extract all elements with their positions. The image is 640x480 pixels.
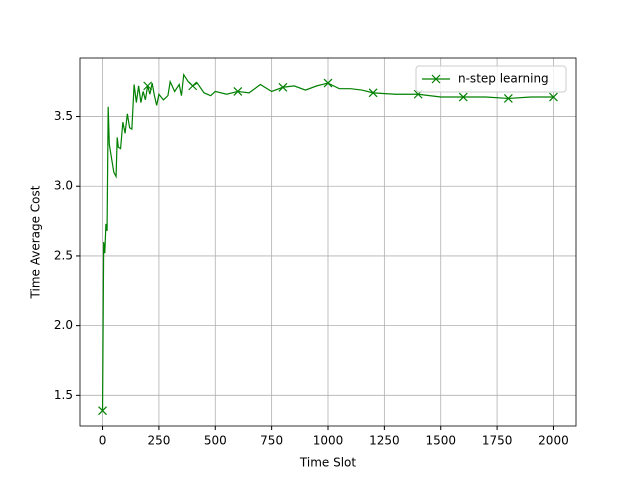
plot-frame (79, 57, 577, 427)
legend-box (415, 65, 567, 93)
marker (323, 78, 333, 88)
legend-label: n-step learning (458, 72, 549, 86)
y-tick-label: 3.0 (54, 179, 73, 193)
y-axis-label: Time Average Cost (29, 185, 43, 299)
marker (458, 92, 468, 102)
marker (503, 93, 513, 103)
marker (143, 81, 153, 91)
x-tick-label: 1000 (313, 434, 344, 448)
x-tick-label: 250 (147, 434, 170, 448)
marker (549, 92, 558, 102)
line (101, 72, 554, 411)
y-tick-label: 3.5 (54, 109, 73, 123)
x-tick-label: 750 (260, 434, 283, 448)
x-tick-label: 2000 (538, 434, 569, 448)
x-tick-label: 1500 (425, 434, 456, 448)
y-tick-label: 2.5 (54, 248, 73, 262)
y-tick-label: 2.0 (54, 318, 73, 332)
x-tick-label: 1750 (482, 434, 513, 448)
marker (233, 87, 243, 96)
x-tick-label: 1250 (369, 434, 400, 448)
x-tick-label: 500 (204, 434, 227, 448)
marker (98, 406, 107, 416)
x-tick-label: 0 (99, 434, 107, 448)
marker (431, 74, 441, 84)
marker (278, 82, 288, 92)
marker (188, 81, 198, 91)
y-tick-label: 1.5 (54, 388, 73, 402)
x-axis-label: Time Slot (299, 456, 356, 470)
marker (368, 88, 378, 98)
